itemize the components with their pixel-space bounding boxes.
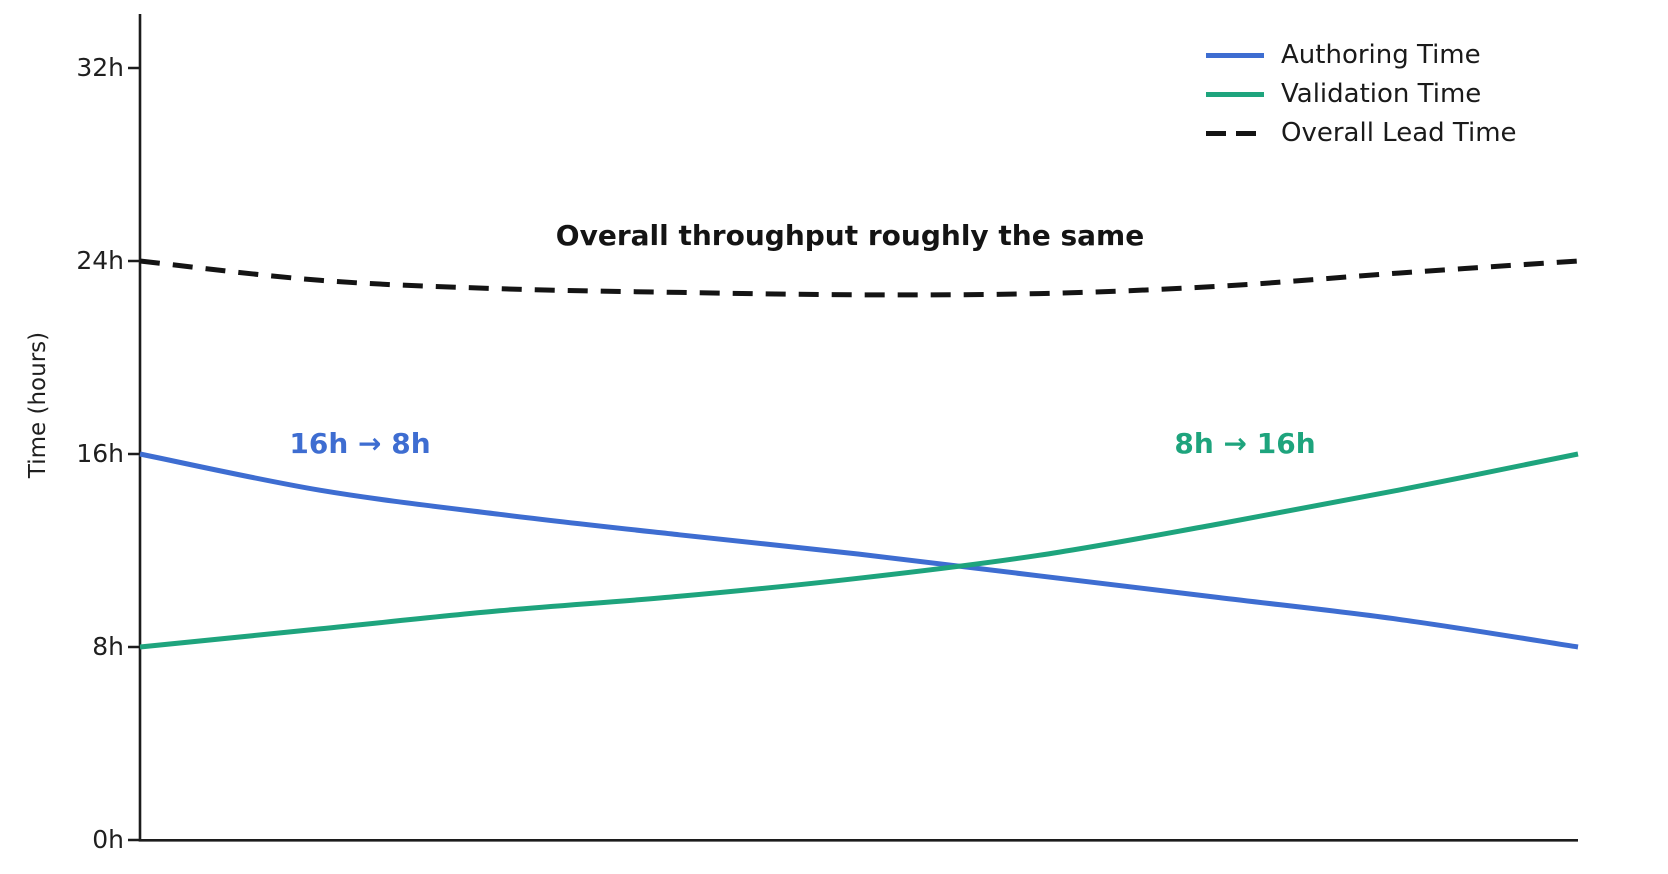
legend-swatch-overall-lead-dashed-line-icon [1206,131,1264,136]
legend-label-validation-time: Validation Time [1281,79,1482,109]
y-tick-label-8h: 8h [92,632,124,661]
annotation-validation-8h-to-16h: 8h → 16h [1174,427,1316,460]
y-tick-label-24h: 24h [76,246,124,275]
legend-item-authoring-time: Authoring Time [1206,36,1517,75]
legend-swatch-authoring-line-icon [1206,53,1264,58]
legend-item-validation-time: Validation Time [1206,75,1517,114]
legend: Authoring Time Validation Time Overall L… [1206,36,1517,153]
y-axis-title: Time (hours) [25,331,51,479]
y-tick-label-32h: 32h [76,53,124,82]
legend-item-overall-lead-time: Overall Lead Time [1206,114,1517,153]
annotation-authoring-16h-to-8h: 16h → 8h [289,427,431,460]
y-tick-label-0h: 0h [92,825,124,854]
legend-label-overall-lead-time: Overall Lead Time [1281,118,1517,148]
legend-swatch-validation-line-icon [1206,92,1264,97]
annotation-overall-throughput: Overall throughput roughly the same [555,219,1145,252]
legend-label-authoring-time: Authoring Time [1281,40,1481,70]
y-tick-label-16h: 16h [76,439,124,468]
